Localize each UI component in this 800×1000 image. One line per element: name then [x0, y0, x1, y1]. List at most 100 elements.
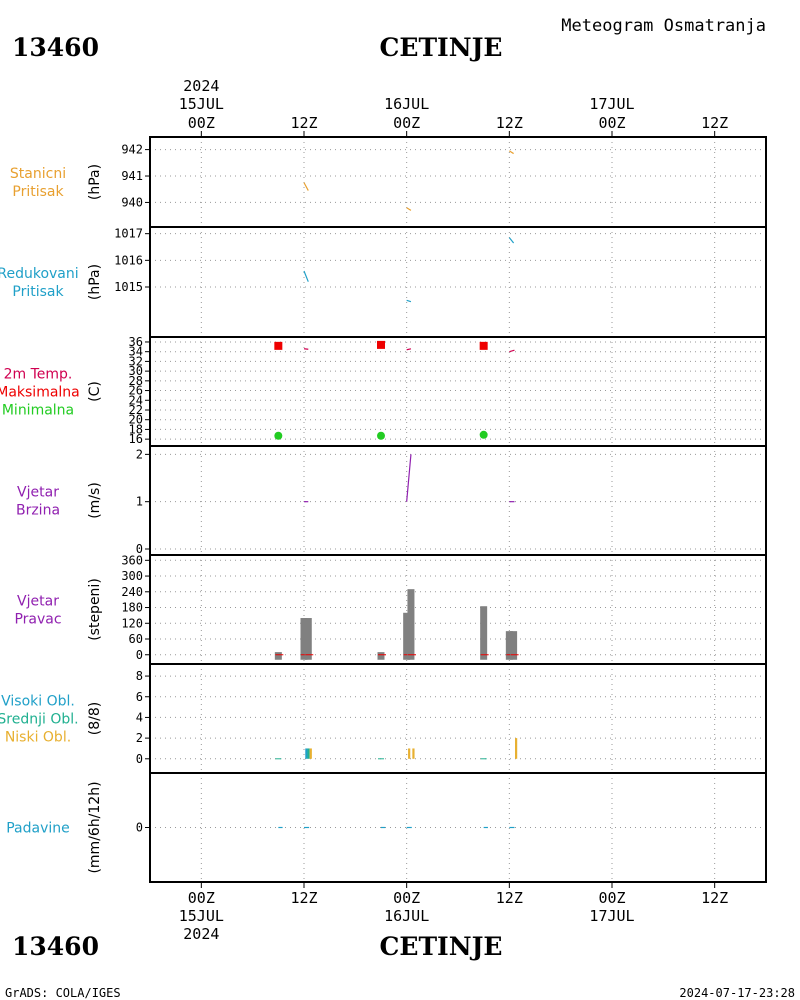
- time-tick-date-label: 16JUL: [384, 907, 429, 925]
- temperature-label-line: Maksimalna: [0, 385, 80, 401]
- temperature-frame: [149, 336, 767, 447]
- cloud-cover-ylabel: (8/8): [87, 702, 103, 735]
- station-pressure-series-segment: [406, 207, 412, 211]
- wind-speed-ytick-label: 0: [136, 542, 143, 556]
- temperature-ytick-label: 32: [129, 354, 143, 368]
- low-cloud-bar: [309, 748, 312, 759]
- cloud-cover-ytick-label: 4: [136, 710, 143, 724]
- reduced-pressure-ylabel: (hPa): [87, 264, 103, 300]
- time-tick-hour-label: 12Z: [701, 114, 728, 132]
- wind-speed-ytick-label: 2: [136, 447, 143, 461]
- station-pressure-panel: 940 941 942 Stanicni Pritisak (hPa): [10, 136, 767, 228]
- wind-direction-ylabel: (stepeni): [87, 578, 103, 641]
- cloud-cover-ytick-label: 8: [136, 669, 143, 683]
- wind-direction-ytick-label: 60: [129, 632, 143, 646]
- footer-credit: GrADS: COLA/IGES: [5, 986, 121, 1000]
- cloud-cover-panel: 0 2 4 6 8 Visoki Obl. Srednji Obl. Niski Obl. (8…: [0, 663, 767, 774]
- time-tick-date-label: 17JUL: [589, 95, 634, 113]
- wind-speed-ylabel: (m/s): [87, 482, 103, 519]
- time-tick-hour-label: 00Z: [393, 889, 420, 907]
- temperature-ytick-label: 18: [129, 422, 143, 436]
- station-pressure-ytick-label: 940: [121, 195, 143, 209]
- temperature-ytick-label: 28: [129, 374, 143, 388]
- cloud-cover-label-line: Srednji Obl.: [0, 712, 79, 728]
- tmin-marker: [377, 431, 385, 440]
- wind-speed-label-line: Vjetar: [17, 485, 59, 501]
- precipitation-ytick-label: 0: [136, 821, 143, 835]
- wind-direction-ytick-label: 240: [121, 585, 143, 599]
- temperature-series-segment: [406, 348, 412, 351]
- temperature-ytick-label: 36: [129, 335, 143, 349]
- wind-direction-ytick-label: 300: [121, 569, 143, 583]
- reduced-pressure-series-segment: [508, 237, 515, 244]
- time-tick-date-label: 16JUL: [384, 95, 429, 113]
- reduced-pressure-label-line: Pritisak: [12, 284, 64, 300]
- header-product-title: Meteogram Osmatranja: [561, 16, 766, 36]
- temperature-ytick-label: 22: [129, 403, 143, 417]
- wind-direction-bar: [300, 618, 308, 660]
- temperature-ytick-label: 16: [129, 432, 143, 446]
- time-tick-hour-label: 00Z: [393, 114, 420, 132]
- tmax-marker: [479, 341, 488, 350]
- header-station-id: 13460: [12, 33, 99, 62]
- temperature-ylabel: (C): [87, 381, 103, 402]
- wind-speed-label-line: Brzina: [16, 503, 60, 519]
- temperature-label-line: 2m Temp.: [4, 367, 73, 383]
- cloud-cover-ytick-label: 2: [136, 731, 143, 745]
- low-cloud-bar: [515, 738, 518, 759]
- wind-direction-label-line: Pravac: [14, 612, 61, 628]
- time-tick-hour-label: 00Z: [188, 114, 215, 132]
- reduced-pressure-panel: 1015 1016 1017 Redukovani Pritisak (hPa): [0, 226, 767, 338]
- time-tick-hour-label: 12Z: [496, 889, 523, 907]
- reduced-pressure-series-segment: [406, 299, 412, 303]
- temperature-label-line: Minimalna: [2, 403, 74, 419]
- time-tick-date-label: 15JUL: [179, 95, 224, 113]
- reduced-pressure-ytick-label: 1017: [114, 227, 143, 241]
- wind-direction-bar: [480, 606, 488, 660]
- reduced-pressure-ytick-label: 1015: [114, 280, 143, 294]
- tmin-marker: [274, 431, 283, 440]
- time-tick-hour-label: 00Z: [598, 889, 625, 907]
- temperature-ytick-label: 34: [129, 345, 143, 359]
- temperature-ytick-label: 24: [129, 393, 143, 407]
- reduced-pressure-series-segment: [303, 270, 309, 282]
- tmax-marker: [377, 340, 385, 349]
- wind-speed-frame: [149, 445, 767, 556]
- tmin-marker: [479, 430, 488, 439]
- precipitation-panel: 0 Padavine (mm/6h/12h): [6, 772, 767, 883]
- wind-direction-ytick-label: 360: [121, 553, 143, 567]
- time-tick-year-label: 2024: [183, 925, 219, 943]
- wind-direction-bar: [274, 652, 282, 660]
- time-tick-hour-label: 12Z: [496, 114, 523, 132]
- wind-direction-bar: [505, 631, 513, 660]
- station-pressure-series-segment: [303, 182, 309, 191]
- reduced-pressure-frame: [149, 226, 767, 338]
- time-tick-date-label: 15JUL: [179, 907, 224, 925]
- wind-direction-ytick-label: 180: [121, 601, 143, 615]
- station-pressure-frame: [149, 136, 767, 228]
- mid-cloud-bar: [307, 748, 310, 759]
- time-tick-hour-label: 12Z: [701, 889, 728, 907]
- time-tick-year-label: 2024: [183, 77, 219, 95]
- wind-speed-ytick-label: 1: [136, 495, 143, 509]
- high-cloud-bar: [305, 748, 308, 759]
- temperature-series-segment: [509, 349, 515, 353]
- cloud-cover-label-line: Visoki Obl.: [1, 694, 75, 710]
- temperature-ytick-label: 26: [129, 384, 143, 398]
- wind-speed-series-segment: [406, 454, 412, 502]
- low-cloud-bar: [412, 748, 415, 759]
- time-tick-hour-label: 12Z: [290, 889, 317, 907]
- footer-station-id: 13460: [12, 932, 99, 961]
- station-pressure-series-segment: [509, 150, 514, 155]
- footer-timestamp: 2024-07-17-23:28: [679, 986, 795, 1000]
- low-cloud-bar: [408, 748, 411, 759]
- station-pressure-ylabel: (hPa): [87, 164, 103, 200]
- temperature-ytick-label: 30: [129, 364, 143, 378]
- reduced-pressure-label-line: Redukovani: [0, 266, 79, 282]
- station-pressure-label-line: Pritisak: [12, 184, 64, 200]
- cloud-cover-ytick-label: 6: [136, 690, 143, 704]
- tmax-marker: [274, 341, 283, 350]
